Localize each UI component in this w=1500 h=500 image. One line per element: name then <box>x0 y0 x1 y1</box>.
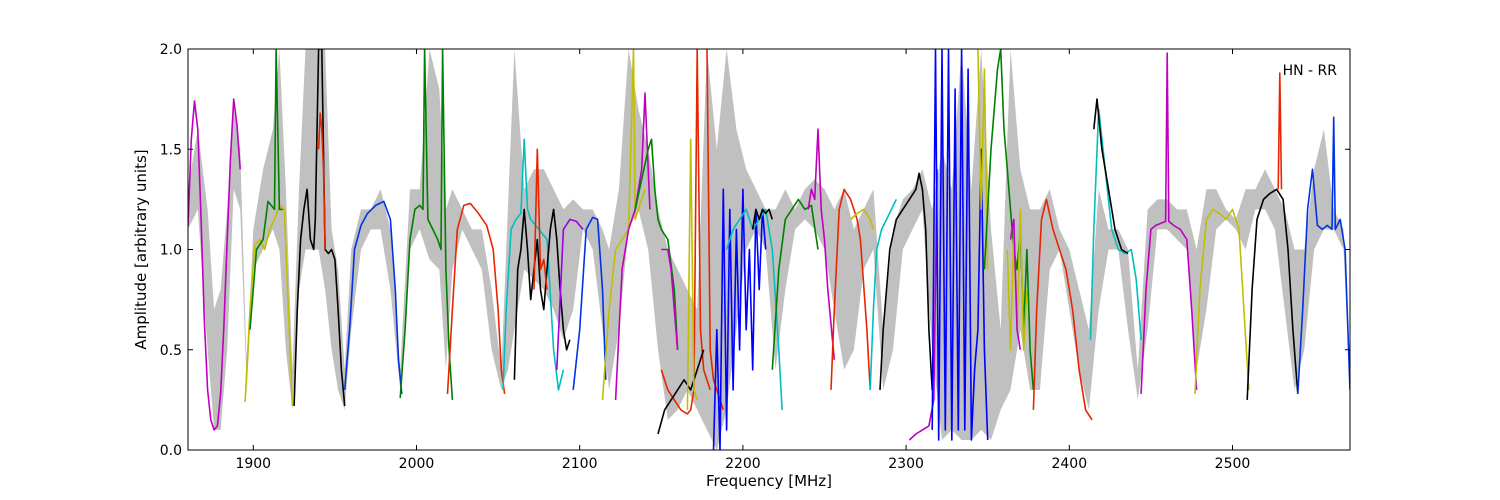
series-line-4 <box>293 49 346 406</box>
series-line-11 <box>533 148 548 290</box>
x-tick-label: 2400 <box>1051 456 1087 472</box>
y-axis-label: Amplitude [arbitrary units] <box>132 149 150 349</box>
x-tick-label: 2200 <box>725 456 761 472</box>
x-tick-label: 1900 <box>235 456 271 472</box>
x-tick-label: 2500 <box>1215 456 1251 472</box>
series-line-39 <box>1093 98 1129 255</box>
series-line-3 <box>249 49 283 330</box>
series-line-8 <box>446 202 506 395</box>
series-line-43 <box>1277 72 1283 190</box>
series-line-5 <box>317 112 326 250</box>
series-line-13 <box>572 216 607 390</box>
series-line-19 <box>657 349 705 435</box>
x-axis-label: Frequency [MHz] <box>706 472 832 490</box>
series-line-12 <box>556 218 584 370</box>
axis-ticks: 1900 2000 2100 2200 2300 2400 2500 0.0 0.5 1.0 1.5… <box>160 42 1350 472</box>
series-line-31 <box>908 169 938 441</box>
y-tick-label: 2.0 <box>160 42 182 58</box>
series-line-9 <box>502 138 565 391</box>
series-line-20 <box>686 138 698 410</box>
series-line-25 <box>771 198 819 370</box>
series-line-38 <box>1089 108 1142 340</box>
series-line-30 <box>879 172 933 390</box>
series-line-2 <box>244 204 294 406</box>
x-tick-label: 2000 <box>399 456 435 472</box>
x-tick-label: 2300 <box>888 456 924 472</box>
series-line-17 <box>661 248 679 350</box>
y-tick-label: 0.5 <box>160 343 182 359</box>
y-tick-label: 1.5 <box>160 142 182 158</box>
plot-annotation: HN - RR <box>1283 63 1338 79</box>
series-line-24 <box>751 208 774 230</box>
series-line-26 <box>807 128 836 360</box>
series-line-1 <box>188 98 241 431</box>
series-line-44 <box>1297 116 1350 394</box>
series-line-27 <box>830 188 871 390</box>
series-line-36 <box>1009 218 1022 350</box>
series-line-33 <box>977 49 989 270</box>
series-line-40 <box>1140 52 1198 394</box>
series-line-28 <box>850 208 875 230</box>
series-line-29 <box>869 199 898 390</box>
series-line-18 <box>660 49 711 415</box>
series-line-42 <box>1246 188 1299 400</box>
series-line-41 <box>1194 208 1250 394</box>
y-tick-label: 0.0 <box>160 443 182 459</box>
series-line-37 <box>1032 198 1093 421</box>
plot-area <box>188 49 1350 450</box>
y-tick-label: 1.0 <box>160 243 182 259</box>
envelope-band <box>188 49 1350 450</box>
series-line-32 <box>931 49 989 441</box>
series-line-22 <box>712 188 767 450</box>
series-line-7 <box>399 49 454 400</box>
series-line-23 <box>725 208 783 410</box>
x-tick-label: 2100 <box>562 456 598 472</box>
series-line-6 <box>343 200 403 394</box>
